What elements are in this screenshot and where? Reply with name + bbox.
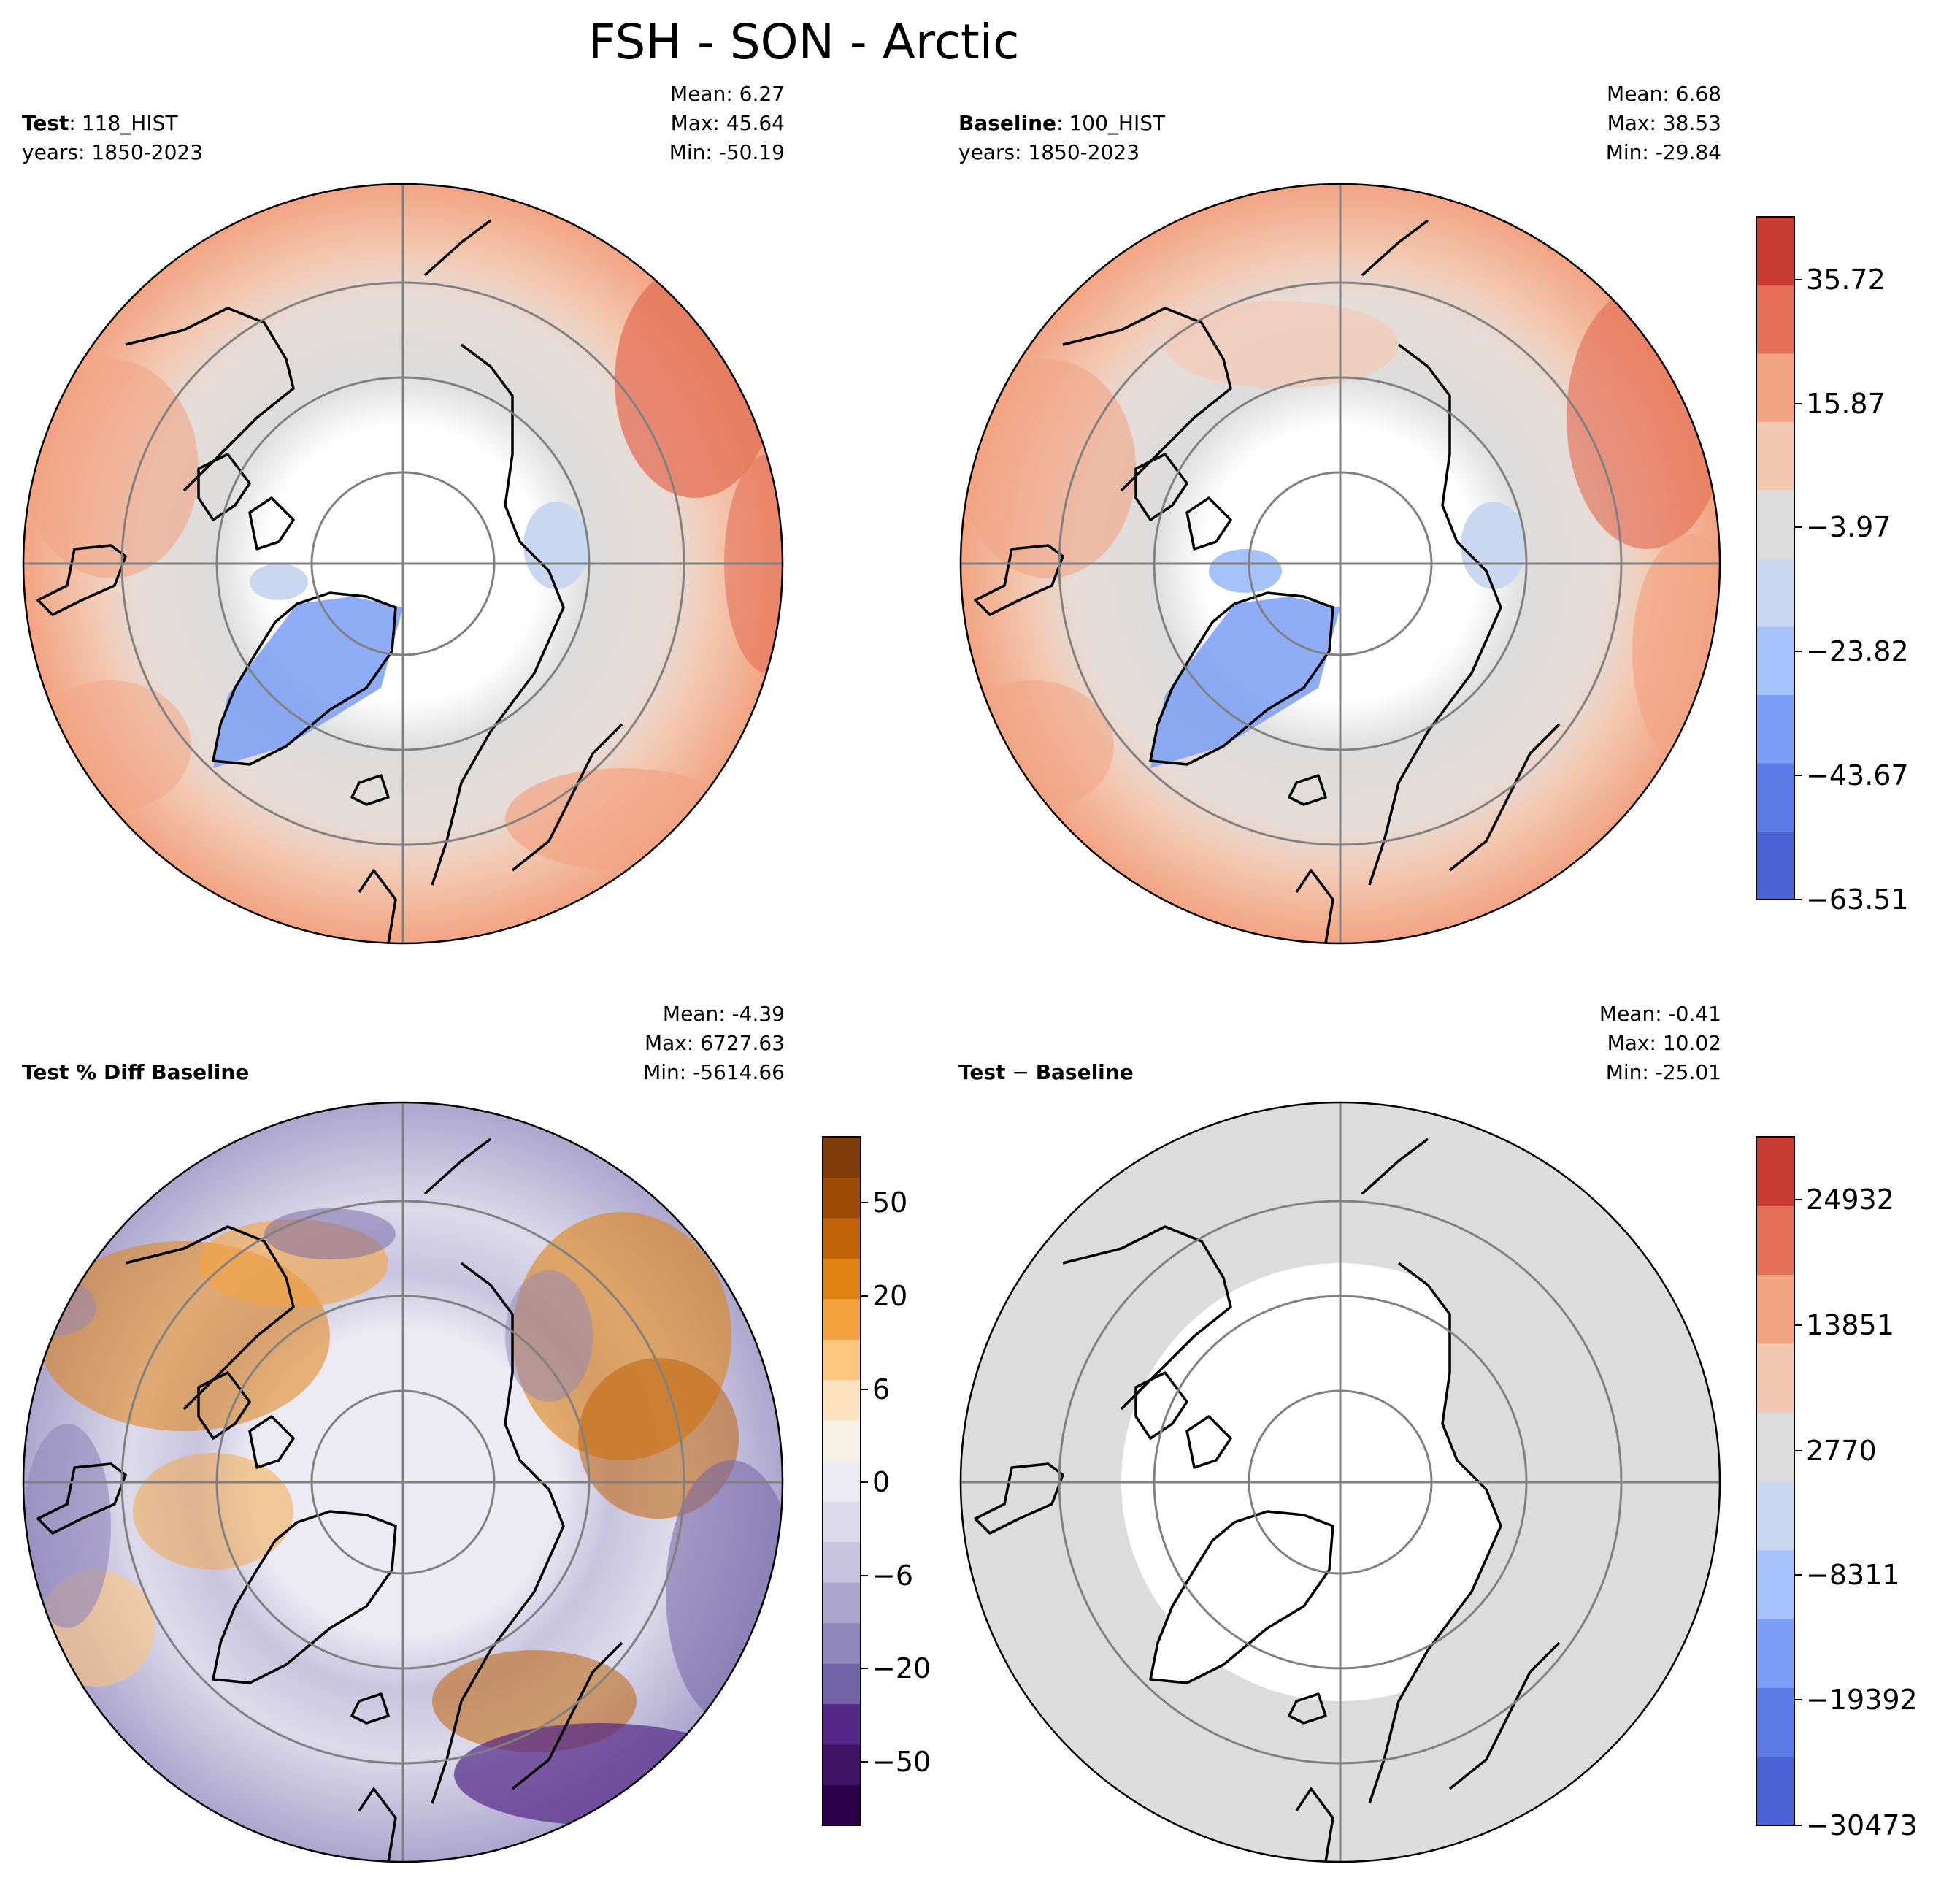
colorbar-diff-cell-0 bbox=[1756, 1756, 1794, 1826]
colorbar-top-cell-3 bbox=[1756, 626, 1794, 695]
colorbar-pct-tick-6: −20 bbox=[872, 1652, 931, 1684]
panel-pctdiff-mean: Mean: -4.39 bbox=[663, 1002, 785, 1026]
colorbar-top-tick-3: −3.97 bbox=[1806, 511, 1891, 543]
colorbar-top-cell-7 bbox=[1756, 353, 1794, 422]
colorbar-top-tick-1: 35.72 bbox=[1806, 264, 1886, 296]
colorbar-pct-cell-14 bbox=[823, 1217, 861, 1259]
colorbar-top-cell-9 bbox=[1756, 217, 1794, 285]
panel-baseline-min: Min: -29.84 bbox=[1606, 140, 1721, 164]
colorbar-pct-cell-4 bbox=[823, 1622, 861, 1664]
colorbar-diff-cell-7 bbox=[1756, 1274, 1794, 1344]
panel-baseline-years: years: 1850-2023 bbox=[958, 140, 1140, 164]
panel-test-min: Min: -50.19 bbox=[669, 140, 785, 164]
map-test bbox=[22, 183, 784, 945]
colorbar-top-cell-6 bbox=[1756, 421, 1794, 491]
panel-test-mean: Mean: 6.27 bbox=[670, 82, 785, 106]
colorbar-pct-cell-3 bbox=[823, 1663, 861, 1705]
panel-test: Test: 118_HIST years: 1850-2023 Mean: 6.2… bbox=[22, 82, 785, 945]
panel-test-max: Max: 45.64 bbox=[671, 111, 785, 135]
panel-test-years: years: 1850-2023 bbox=[22, 140, 203, 164]
colorbar-diff-tick-1: 24932 bbox=[1806, 1184, 1894, 1216]
colorbar-diff-cell-2 bbox=[1756, 1619, 1794, 1688]
colorbar-top-cells bbox=[1756, 217, 1794, 900]
panel-pctdiff-min: Min: -5614.66 bbox=[643, 1060, 785, 1084]
colorbar-pct: 50 20 6 0 −6 −20 −50 bbox=[822, 1136, 931, 1826]
colorbar-top-tick-6: −63.51 bbox=[1806, 883, 1909, 916]
panel-baseline-mean: Mean: 6.68 bbox=[1607, 82, 1721, 106]
colorbar-diff-tick-3: 2770 bbox=[1806, 1435, 1877, 1467]
colorbar-top-tick-2: 15.87 bbox=[1806, 388, 1886, 420]
panel-pctdiff: Test % Diff Baseline Mean: -4.39 Max: 67… bbox=[22, 1002, 931, 1863]
panel-baseline: Baseline: 100_HIST years: 1850-2023 Mean:… bbox=[958, 82, 1721, 945]
colorbar-pct-cell-10 bbox=[823, 1379, 861, 1421]
colorbar-diff-tick-2: 13851 bbox=[1806, 1309, 1894, 1341]
colorbar-top-cell-8 bbox=[1756, 285, 1794, 354]
colorbar-diff-cell-1 bbox=[1756, 1687, 1794, 1757]
colorbar-pct-cell-13 bbox=[823, 1258, 861, 1300]
colorbar-diff-tick-4: −8311 bbox=[1806, 1559, 1900, 1591]
panel-baseline-max: Max: 38.53 bbox=[1607, 111, 1721, 135]
colorbar-pct-cell-7 bbox=[823, 1501, 861, 1543]
map-baseline bbox=[959, 183, 1721, 945]
colorbar-pct-tick-3: 6 bbox=[872, 1373, 890, 1405]
colorbar-top-cell-5 bbox=[1756, 490, 1794, 559]
colorbar-diff-cell-6 bbox=[1756, 1343, 1794, 1413]
colorbar-pct-cell-8 bbox=[823, 1460, 861, 1502]
panel-diff: Test − Baseline Mean: -0.41 Max: 10.02 M… bbox=[958, 1002, 1918, 1863]
colorbar-pct-tick-7: −50 bbox=[872, 1746, 931, 1778]
panel-diff-mean: Mean: -0.41 bbox=[1599, 1002, 1721, 1026]
colorbar-pct-tick-2: 20 bbox=[872, 1280, 907, 1312]
colorbar-top-tick-4: −23.82 bbox=[1806, 635, 1909, 667]
map-pctdiff bbox=[22, 1101, 784, 1863]
panel-test-label: Test: 118_HIST bbox=[22, 111, 178, 135]
colorbar-pct-cells bbox=[823, 1137, 861, 1826]
colorbar-diff-tick-6: −30473 bbox=[1806, 1809, 1918, 1841]
colorbar-diff-cell-4 bbox=[1756, 1481, 1794, 1551]
colorbar-pct-cell-5 bbox=[823, 1582, 861, 1624]
colorbar-diff-cell-9 bbox=[1756, 1137, 1794, 1206]
panel-pctdiff-label: Test % Diff Baseline bbox=[22, 1060, 249, 1084]
colorbar-top-cell-4 bbox=[1756, 558, 1794, 627]
colorbar-top-cell-1 bbox=[1756, 763, 1794, 832]
colorbar-top: 35.72 15.87 −3.97 −23.82 −43.67 −63.51 bbox=[1756, 216, 1909, 916]
colorbar-pct-cell-0 bbox=[823, 1784, 861, 1826]
colorbar-pct-tick-1: 50 bbox=[872, 1186, 907, 1219]
colorbar-diff-cell-8 bbox=[1756, 1205, 1794, 1276]
figure-title: FSH - SON - Arctic bbox=[588, 14, 1020, 70]
map-diff bbox=[959, 1101, 1721, 1863]
panel-pctdiff-max: Max: 6727.63 bbox=[645, 1031, 785, 1055]
colorbar-pct-tick-4: 0 bbox=[872, 1466, 890, 1498]
colorbar-pct-cell-2 bbox=[823, 1703, 861, 1745]
colorbar-pct-cell-11 bbox=[823, 1339, 861, 1381]
colorbar-top-cell-0 bbox=[1756, 831, 1794, 900]
panel-diff-min: Min: -25.01 bbox=[1606, 1060, 1721, 1084]
colorbar-diff: 24932 13851 2770 −8311 −19392 −30473 bbox=[1756, 1136, 1918, 1841]
colorbar-pct-cell-12 bbox=[823, 1298, 861, 1340]
panel-diff-label: Test − Baseline bbox=[958, 1060, 1134, 1084]
colorbar-pct-cell-9 bbox=[823, 1420, 861, 1462]
colorbar-diff-cell-5 bbox=[1756, 1412, 1794, 1481]
panel-baseline-label: Baseline: 100_HIST bbox=[958, 111, 1166, 135]
colorbar-pct-cell-6 bbox=[823, 1541, 861, 1583]
colorbar-top-cell-2 bbox=[1756, 694, 1794, 764]
colorbar-pct-cell-16 bbox=[823, 1137, 861, 1178]
colorbar-diff-cells bbox=[1756, 1137, 1794, 1826]
colorbar-pct-cell-1 bbox=[823, 1744, 861, 1786]
colorbar-pct-tick-5: −6 bbox=[872, 1560, 913, 1592]
colorbar-diff-cell-3 bbox=[1756, 1549, 1794, 1619]
colorbar-pct-cell-15 bbox=[823, 1177, 861, 1219]
panel-diff-max: Max: 10.02 bbox=[1607, 1031, 1721, 1055]
colorbar-top-tick-5: −43.67 bbox=[1806, 759, 1909, 791]
colorbar-diff-tick-5: −19392 bbox=[1806, 1684, 1918, 1716]
